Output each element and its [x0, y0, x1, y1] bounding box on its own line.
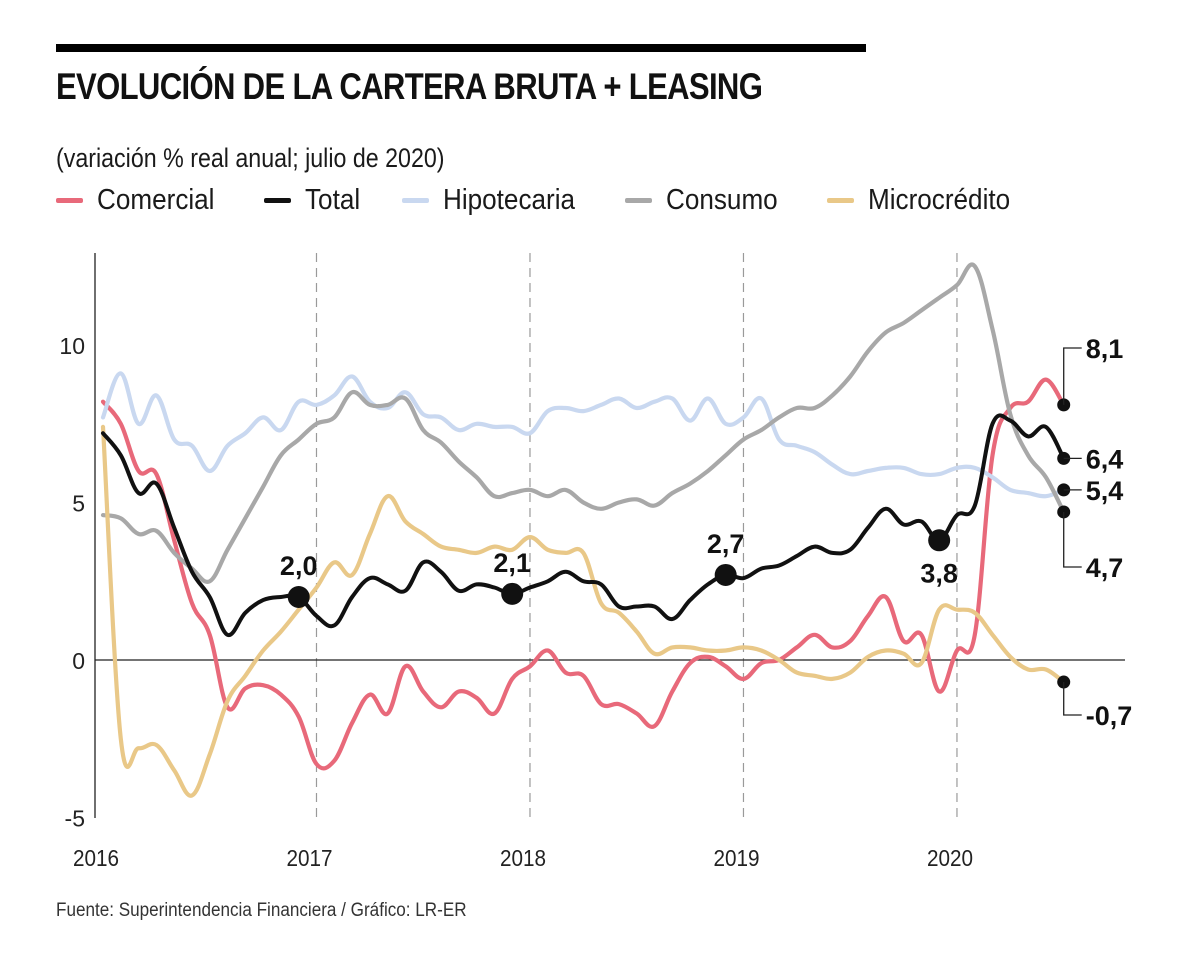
legend: Comercial Total Hipotecaria Consumo Micr… [56, 182, 1062, 218]
annotation-label: 2,7 [707, 529, 745, 559]
annotation-marker [928, 529, 951, 552]
legend-label-comercial: Comercial [97, 183, 215, 216]
legend-swatch-consumo [625, 197, 653, 203]
end-value-label: 4,7 [1086, 553, 1124, 583]
annotation-label: 2,0 [280, 551, 318, 581]
leader-line [1063, 511, 1082, 568]
x-tick-label: 2017 [286, 845, 332, 871]
legend-swatch-microcredito [826, 197, 854, 203]
legend-item-hipotecaria: Hipotecaria [401, 183, 590, 217]
end-value-label: -0,7 [1086, 701, 1133, 731]
end-value-label: 8,1 [1086, 334, 1124, 364]
series-line-comercial [100, 377, 1066, 771]
legend-label-total: Total [304, 183, 360, 216]
legend-item-comercial: Comercial [56, 184, 228, 217]
end-value-label: 5,4 [1086, 476, 1124, 506]
grid-layer [315, 253, 958, 818]
top-rule [56, 44, 866, 52]
source-footnote: Fuente: Superintendencia Financiera / Gr… [56, 900, 467, 921]
chart-title: EVOLUCIÓN DE LA CARTERA BRUTA + LEASING [56, 66, 763, 107]
legend-swatch-total [263, 197, 291, 203]
legend-item-consumo: Consumo [625, 184, 790, 217]
annotation-marker [714, 563, 737, 586]
x-tick-label: 2020 [927, 845, 973, 871]
legend-label-microcredito: Microcrédito [867, 183, 1010, 216]
leader-line [1063, 682, 1082, 716]
chart-subtitle: (variación % real anual; julio de 2020) [56, 143, 445, 173]
legend-item-total: Total [263, 183, 366, 217]
y-tick-label: 0 [72, 648, 85, 674]
y-tick-label: 10 [59, 333, 85, 359]
x-tick-label: 2016 [73, 845, 119, 871]
series-line-hipotecaria [100, 371, 1066, 499]
annotation-marker [501, 582, 524, 605]
series-line-microcredito [100, 424, 1066, 798]
legend-label-consumo: Consumo [666, 183, 779, 216]
legend-item-microcredito: Microcrédito [826, 183, 1026, 217]
axis-layer: 2016 2017 2018 2019 2020 10 5 0 -5 [59, 253, 1125, 871]
x-tick-label: 2018 [500, 845, 546, 871]
annotation-label: 2,1 [493, 548, 531, 578]
legend-label-hipotecaria: Hipotecaria [442, 183, 575, 216]
annotation-label: 3,8 [920, 558, 958, 588]
legend-swatch-comercial [56, 197, 83, 203]
series-line-total [101, 413, 1066, 637]
legend-swatch-hipotecaria [401, 197, 429, 203]
leader-line [1063, 347, 1082, 405]
x-tick-label: 2019 [713, 845, 759, 871]
annotation-layer: 2,0 2,1 2,7 3,8 8,1 6,45,4 4,7 -0,7 [280, 334, 1132, 731]
y-tick-label: -5 [65, 806, 85, 832]
series-line-consumo [100, 262, 1066, 584]
annotation-marker [287, 586, 310, 608]
end-value-label: 6,4 [1086, 444, 1124, 474]
series-layer [100, 262, 1066, 798]
y-tick-label: 5 [72, 491, 85, 517]
